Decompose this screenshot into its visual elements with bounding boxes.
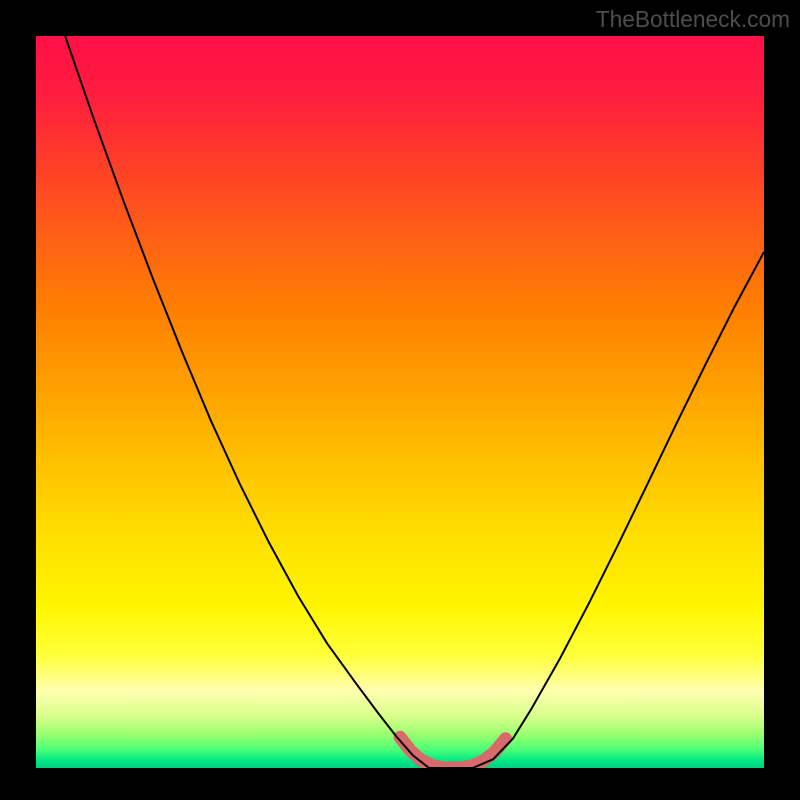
- bottleneck-chart: TheBottleneck.com: [0, 0, 800, 800]
- plot-area: [36, 36, 764, 768]
- watermark-text: TheBottleneck.com: [596, 6, 790, 33]
- chart-svg: [0, 0, 800, 800]
